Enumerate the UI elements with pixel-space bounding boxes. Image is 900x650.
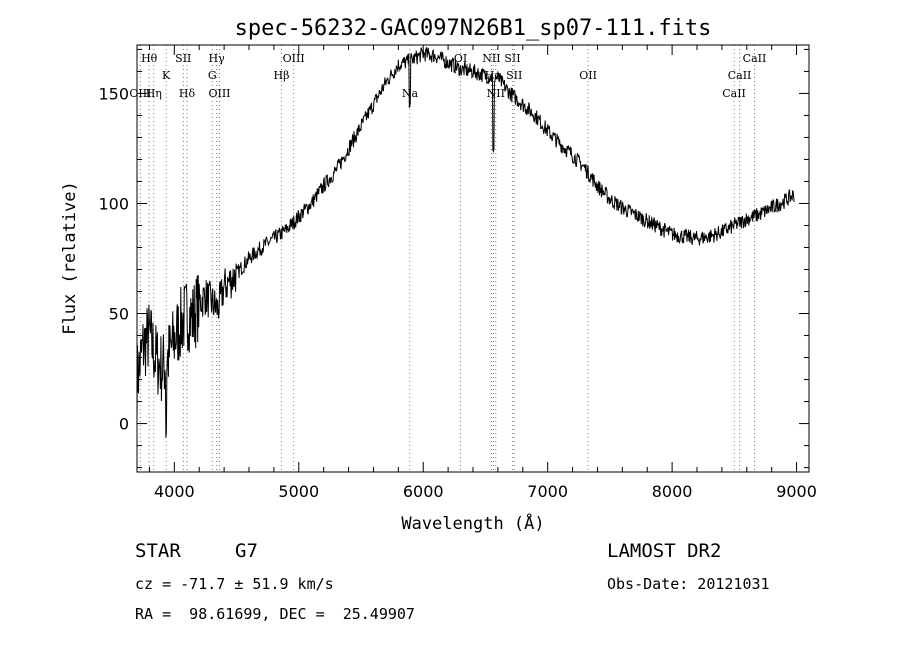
spectrum-series: [136, 47, 795, 438]
marker-label: OIII: [208, 87, 230, 100]
marker-label: OIII: [283, 52, 305, 65]
y-tick-label: 100: [98, 194, 129, 213]
x-tick-label: 6000: [403, 482, 444, 501]
y-tick-label: 50: [109, 305, 129, 324]
marker-label: SII: [504, 52, 520, 65]
chart-title: spec-56232-GAC097N26B1_sp07-111.fits: [235, 16, 712, 41]
marker-label: SII: [506, 69, 522, 82]
x-axis-ticks: 4000 5000 6000 7000 8000 9000: [148, 45, 817, 501]
y-tick-label: 150: [98, 84, 129, 103]
marker-label: NII: [487, 87, 505, 100]
marker-label: Hη: [146, 87, 162, 100]
marker-label: CaII: [722, 87, 746, 100]
marker-label: SII: [175, 52, 191, 65]
y-axis-ticks: 0 50 100 150: [98, 48, 809, 469]
x-tick-label: 7000: [527, 482, 568, 501]
marker-label: Hδ: [179, 87, 196, 100]
marker-label: Hθ: [141, 52, 158, 65]
plot-frame: [136, 44, 810, 473]
coordinates-readout: RA = 98.61699, DEC = 25.49907: [135, 605, 415, 623]
x-axis-label: Wavelength (Å): [401, 512, 544, 534]
x-tick-label: 8000: [652, 482, 693, 501]
y-axis-label: Flux (relative): [60, 181, 80, 335]
marker-label: CaII: [728, 69, 752, 82]
marker-label: OI: [454, 52, 467, 65]
x-tick-label: 5000: [278, 482, 319, 501]
marker-label: NII: [482, 52, 500, 65]
object-class: STAR: [135, 540, 181, 562]
marker-label: G: [208, 69, 217, 82]
spectral-subclass: G7: [235, 540, 258, 562]
x-tick-label: 9000: [776, 482, 817, 501]
observation-date: Obs-Date: 20121031: [607, 575, 770, 593]
marker-label: Hγ: [209, 52, 226, 65]
marker-label: CaII: [743, 52, 767, 65]
spectrum-line: [136, 47, 795, 438]
x-tick-label: 4000: [154, 482, 195, 501]
survey-name: LAMOST DR2: [607, 540, 722, 562]
y-tick-label: 0: [119, 415, 129, 434]
marker-label: OII: [579, 69, 597, 82]
redshift-readout: cz = -71.7 ± 51.9 km/s: [135, 575, 334, 593]
marker-label: K: [162, 69, 171, 82]
marker-label: Hβ: [274, 69, 290, 82]
